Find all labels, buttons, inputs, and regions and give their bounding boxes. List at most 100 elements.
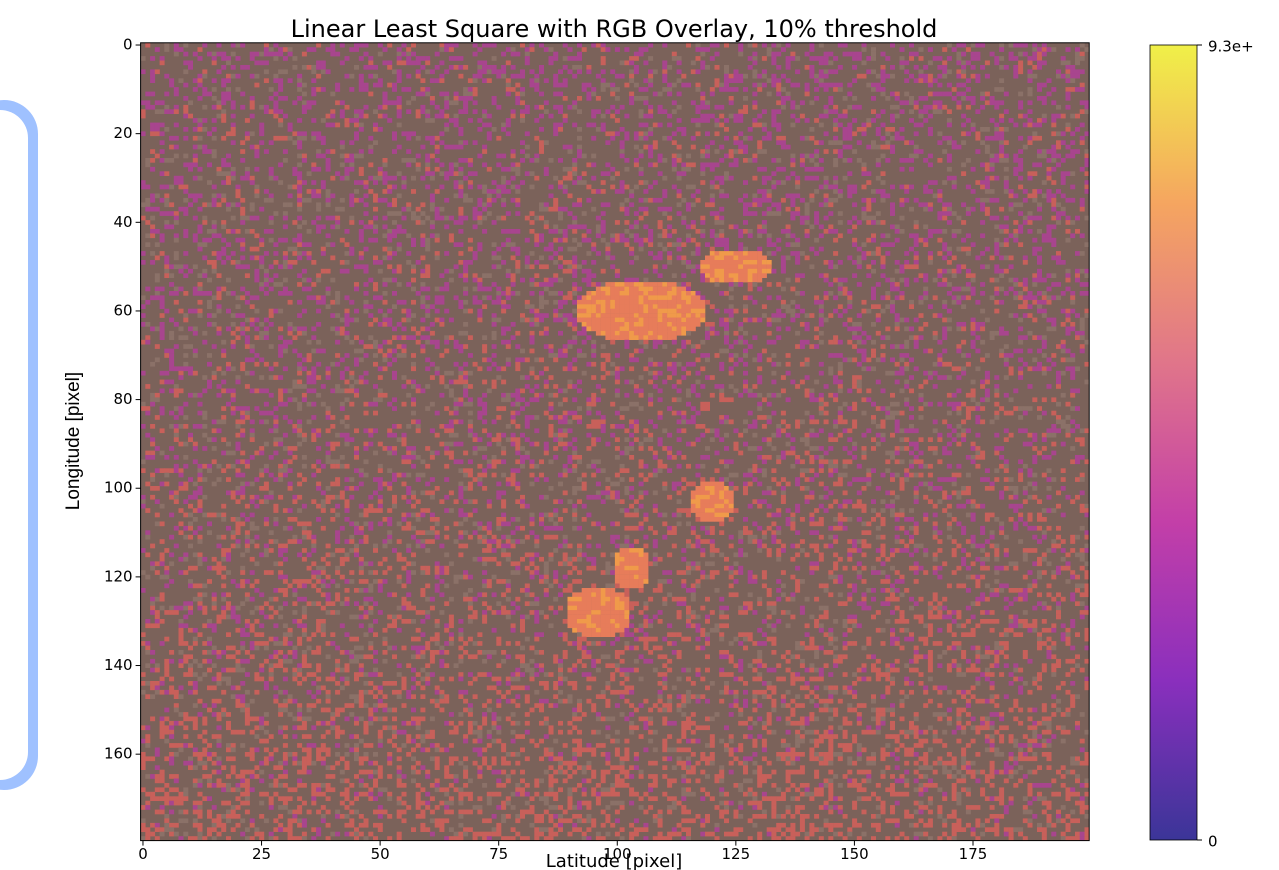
texture-pixel	[411, 327, 416, 332]
texture-pixel	[226, 818, 231, 823]
texture-pixel	[549, 56, 554, 61]
texture-pixel	[463, 384, 468, 389]
texture-pixel	[416, 291, 421, 296]
texture-pixel	[525, 256, 530, 261]
texture-pixel	[340, 406, 345, 411]
texture-pixel	[245, 708, 250, 713]
texture-pixel	[520, 158, 525, 163]
texture-pixel	[250, 646, 255, 651]
texture-pixel	[297, 366, 302, 371]
texture-pixel	[302, 659, 307, 664]
texture-pixel	[373, 109, 378, 114]
texture-pixel	[297, 207, 302, 212]
texture-pixel	[530, 220, 535, 225]
texture-pixel	[212, 61, 217, 66]
texture-pixel	[458, 158, 463, 163]
texture-pixel	[254, 278, 259, 283]
texture-pixel	[477, 805, 482, 810]
texture-pixel	[430, 136, 435, 141]
texture-pixel	[164, 725, 169, 730]
texture-pixel	[473, 615, 478, 620]
texture-pixel	[406, 739, 411, 744]
texture-pixel	[496, 136, 501, 141]
texture-pixel	[202, 659, 207, 664]
texture-pixel	[198, 47, 203, 52]
texture-pixel	[264, 517, 269, 522]
texture-pixel	[383, 171, 388, 176]
texture-pixel	[477, 313, 482, 318]
texture-pixel	[160, 149, 165, 154]
texture-pixel	[354, 318, 359, 323]
texture-pixel	[420, 814, 425, 819]
texture-pixel	[169, 136, 174, 141]
texture-pixel	[487, 273, 492, 278]
texture-pixel	[145, 641, 150, 646]
texture-pixel	[236, 787, 241, 792]
texture-pixel	[250, 770, 255, 775]
texture-pixel	[141, 739, 146, 744]
texture-pixel	[449, 100, 454, 105]
texture-pixel	[245, 810, 250, 815]
texture-pixel	[330, 149, 335, 154]
texture-pixel	[439, 592, 444, 597]
texture-pixel	[254, 61, 259, 66]
texture-pixel	[444, 748, 449, 753]
texture-pixel	[269, 411, 274, 416]
texture-pixel	[420, 787, 425, 792]
texture-pixel	[444, 663, 449, 668]
texture-pixel	[240, 703, 245, 708]
texture-pixel	[221, 610, 226, 615]
texture-pixel	[482, 43, 487, 48]
texture-pixel	[383, 694, 388, 699]
texture-pixel	[183, 136, 188, 141]
texture-pixel	[397, 114, 402, 119]
texture-pixel	[245, 548, 250, 553]
texture-pixel	[477, 832, 482, 837]
texture-pixel	[549, 513, 554, 518]
texture-pixel	[264, 69, 269, 74]
texture-pixel	[511, 570, 516, 575]
texture-pixel	[311, 570, 316, 575]
texture-pixel	[354, 123, 359, 128]
texture-pixel	[544, 78, 549, 83]
texture-pixel	[496, 495, 501, 500]
texture-pixel	[231, 748, 236, 753]
texture-pixel	[430, 606, 435, 611]
texture-pixel	[458, 366, 463, 371]
texture-pixel	[212, 185, 217, 190]
texture-pixel	[482, 295, 487, 300]
texture-pixel	[254, 619, 259, 624]
texture-pixel	[383, 47, 388, 52]
texture-pixel	[278, 725, 283, 730]
texture-pixel	[226, 389, 231, 394]
texture-pixel	[345, 486, 350, 491]
texture-pixel	[397, 171, 402, 176]
texture-pixel	[240, 362, 245, 367]
texture-pixel	[539, 105, 544, 110]
texture-pixel	[349, 654, 354, 659]
texture-pixel	[340, 756, 345, 761]
texture-pixel	[354, 486, 359, 491]
texture-pixel	[411, 96, 416, 101]
texture-pixel	[411, 335, 416, 340]
texture-pixel	[278, 52, 283, 57]
texture-pixel	[435, 318, 440, 323]
texture-pixel	[316, 575, 321, 580]
texture-pixel	[145, 743, 150, 748]
texture-pixel	[179, 366, 184, 371]
texture-pixel	[378, 508, 383, 513]
texture-pixel	[155, 823, 160, 828]
texture-pixel	[174, 464, 179, 469]
texture-pixel	[259, 641, 264, 646]
texture-pixel	[307, 189, 312, 194]
texture-pixel	[425, 163, 430, 168]
texture-pixel	[212, 752, 217, 757]
texture-pixel	[311, 371, 316, 376]
texture-pixel	[278, 796, 283, 801]
texture-pixel	[169, 823, 174, 828]
texture-pixel	[240, 313, 245, 318]
texture-pixel	[539, 575, 544, 580]
texture-pixel	[468, 703, 473, 708]
texture-pixel	[444, 810, 449, 815]
texture-pixel	[160, 428, 165, 433]
